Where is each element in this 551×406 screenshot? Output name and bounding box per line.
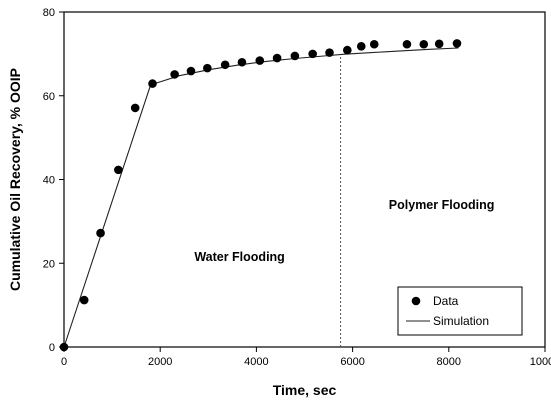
legend-data-label: Data [433,294,459,308]
data-point [325,48,334,57]
x-tick-label: 0 [61,356,67,368]
data-point [186,66,196,76]
data-point [419,39,429,49]
data-point [402,39,412,49]
data-point [369,39,379,49]
y-tick-label: 40 [43,175,55,187]
annotation-label: Water Flooding [194,250,285,264]
data-point [272,53,282,63]
data-point [114,165,123,175]
data-series-points [59,39,462,352]
y-axis-ticks: 0 20 40 60 80 [43,7,64,354]
legend-box [397,286,523,336]
x-tick-label: 2000 [148,356,172,368]
data-point [343,45,352,55]
x-axis-title: Time, sec [273,382,337,398]
data-point [452,39,462,48]
data-point [290,51,300,61]
legend: Data Simulation [397,286,523,336]
data-point [220,60,230,70]
y-tick-label: 20 [43,258,55,270]
data-point [237,57,247,67]
data-point [130,103,140,113]
legend-data-marker [411,296,421,306]
data-point [170,70,179,79]
x-tick-label: 6000 [340,356,364,368]
x-tick-label: 8000 [437,356,461,368]
data-point [203,63,212,73]
x-tick-label: 4000 [244,356,268,368]
data-point [356,42,366,51]
data-point [255,56,265,65]
legend-simulation-label: Simulation [433,314,489,328]
data-point [148,79,157,88]
y-tick-label: 60 [43,91,55,103]
y-tick-label: 80 [43,7,55,19]
data-point [308,49,317,59]
data-point [434,39,444,49]
annotations: Water Flooding Polymer Flooding [194,198,494,264]
data-point [59,342,69,352]
y-tick-label: 0 [49,342,55,354]
y-axis-title: Cumulative Oil Recovery, % OOIP [7,68,23,291]
x-tick-label: 10000 [530,356,551,368]
data-point [96,228,105,238]
annotation-label: Polymer Flooding [389,198,495,212]
data-point [79,295,89,305]
x-axis-ticks: 0 2000 4000 6000 8000 10000 [61,347,551,368]
